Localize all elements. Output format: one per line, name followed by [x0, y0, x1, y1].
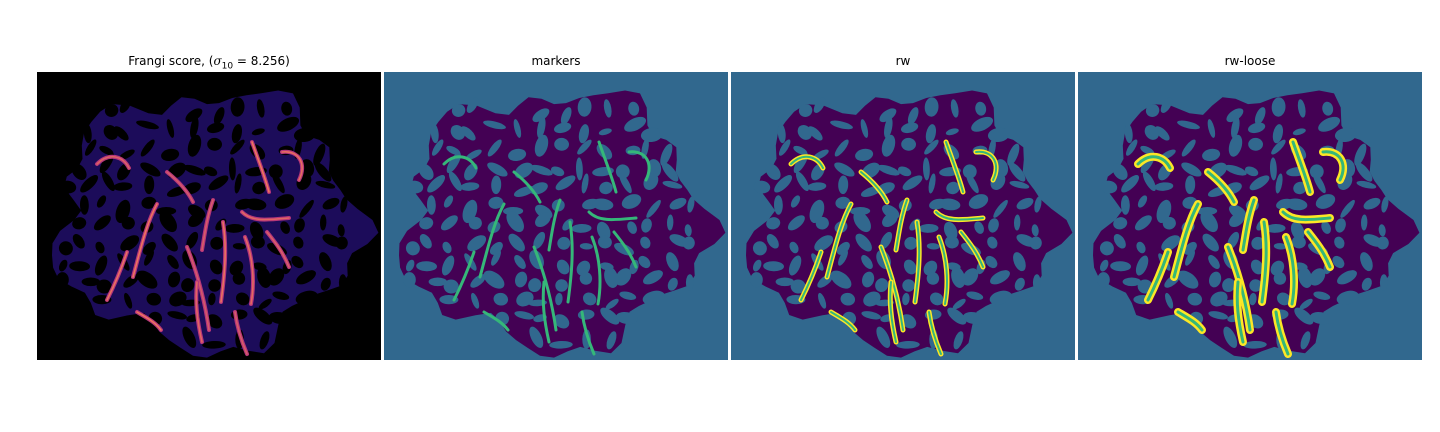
frangi-title-prefix: Frangi score, ( [128, 54, 214, 68]
panel-title-rw: rw [895, 54, 911, 68]
markers-image [384, 72, 728, 360]
panel-title-markers: markers [531, 54, 581, 68]
frangi-title-suffix: = 8.256) [233, 54, 290, 68]
sigma-symbol: σ [213, 54, 222, 68]
rw-loose-image [1078, 72, 1422, 360]
rw-image [731, 72, 1075, 360]
frangi-score-image [37, 72, 381, 360]
panel-title-rw-loose: rw-loose [1224, 54, 1276, 68]
panel-title-frangi: Frangi score, (σ10 = 8.256) [37, 54, 381, 71]
sigma-subscript: 10 [221, 61, 234, 72]
